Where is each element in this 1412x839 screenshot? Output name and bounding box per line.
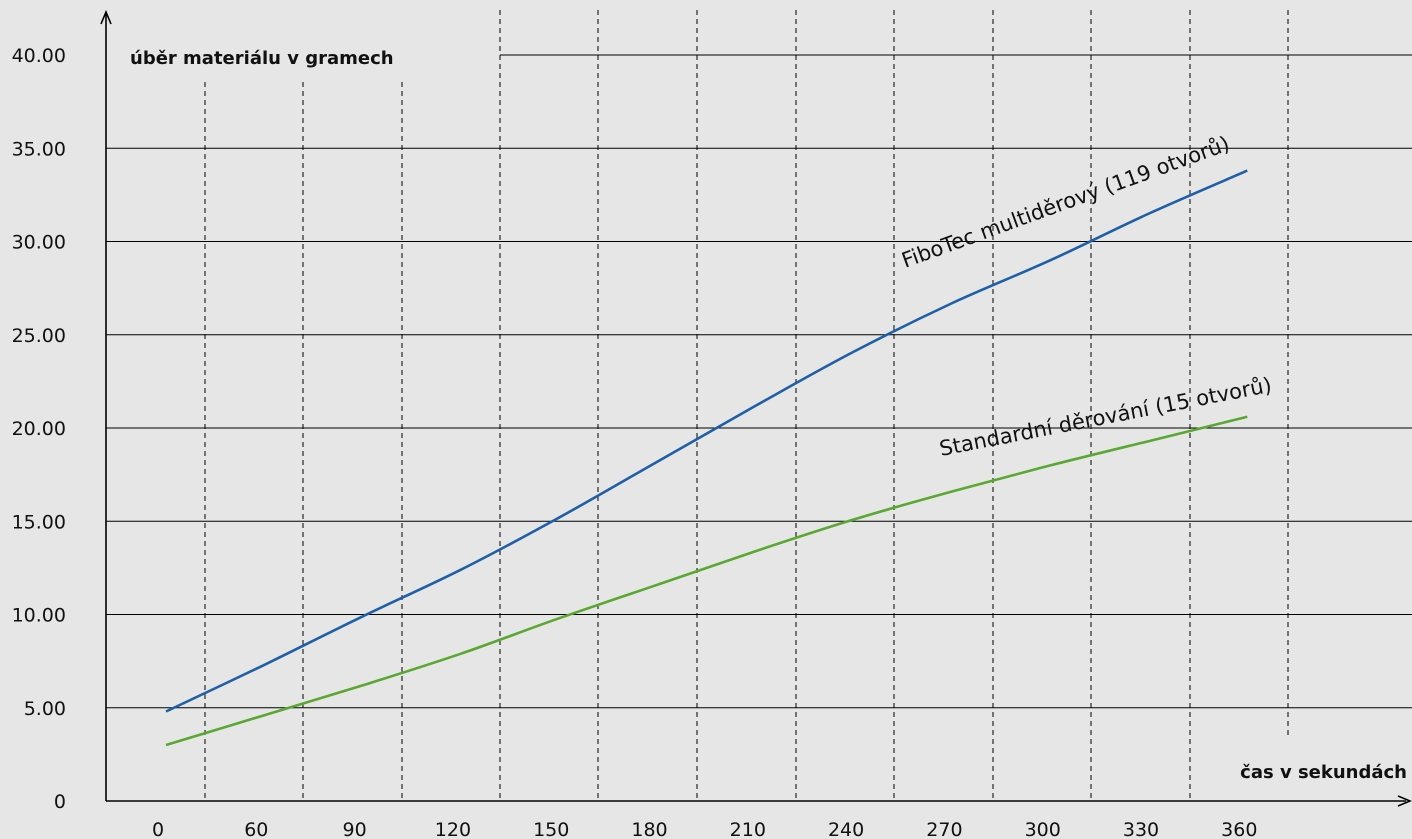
y-tick-label: 5.00 xyxy=(24,698,66,720)
x-axis-title: čas v sekundách xyxy=(1240,762,1407,783)
x-tick-label: 270 xyxy=(926,819,962,839)
series-label-fibotec: FiboTec multiděrový (119 otvorů) xyxy=(899,132,1233,273)
x-tick-label: 360 xyxy=(1221,819,1257,839)
y-tick-label: 0 xyxy=(54,791,66,813)
y-tick-label: 25.00 xyxy=(12,325,66,347)
y-tick-label: 35.00 xyxy=(12,138,66,160)
series-line-fibotec xyxy=(165,169,1248,713)
x-tick-label: 60 xyxy=(244,819,268,839)
grid xyxy=(106,10,1412,801)
x-tick-label: 0 xyxy=(152,819,164,839)
y-tick-label: 20.00 xyxy=(12,418,66,440)
x-tick-label: 300 xyxy=(1025,819,1061,839)
y-axis-arrow-icon xyxy=(100,9,112,25)
x-tick-label: 330 xyxy=(1123,819,1159,839)
x-tick-label: 90 xyxy=(343,819,367,839)
x-tick-label: 240 xyxy=(828,819,864,839)
x-tick-label: 150 xyxy=(533,819,569,839)
axes xyxy=(100,9,1412,807)
y-tick-label: 15.00 xyxy=(12,511,66,533)
series xyxy=(165,169,1248,747)
y-axis-title: úběr materiálu v gramech xyxy=(130,48,394,69)
series-line-standard xyxy=(165,415,1248,747)
y-tick-label: 10.00 xyxy=(12,605,66,627)
x-axis-arrow-icon xyxy=(1397,795,1412,807)
x-tick-label: 180 xyxy=(631,819,667,839)
y-tick-label: 40.00 xyxy=(12,45,66,67)
series-label-standard: Standardní děrování (15 otvorů) xyxy=(937,373,1273,461)
y-tick-label: 30.00 xyxy=(12,232,66,254)
ticks: 0 5.00 10.00 15.00 20.00 25.00 30.00 35.00 40.00… xyxy=(12,45,1258,839)
x-tick-label: 120 xyxy=(435,819,471,839)
x-tick-label: 210 xyxy=(730,819,766,839)
